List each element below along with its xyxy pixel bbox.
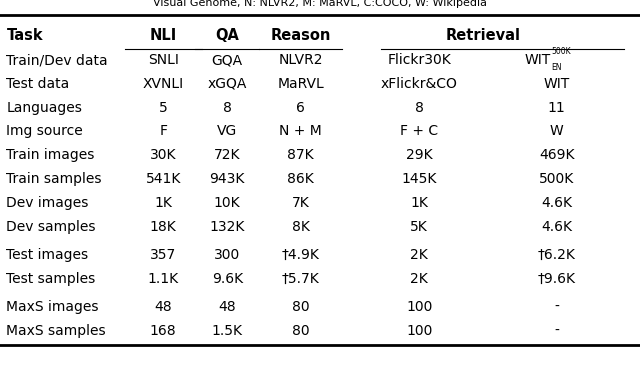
Text: 1K: 1K bbox=[154, 196, 172, 210]
Text: Train/Dev data: Train/Dev data bbox=[6, 53, 108, 67]
Text: Test images: Test images bbox=[6, 248, 88, 262]
Text: 1K: 1K bbox=[410, 196, 428, 210]
Text: F: F bbox=[159, 125, 167, 139]
Text: 8K: 8K bbox=[292, 220, 310, 234]
Text: 100: 100 bbox=[406, 324, 433, 338]
Text: MaxS images: MaxS images bbox=[6, 300, 99, 314]
Text: 86K: 86K bbox=[287, 172, 314, 186]
Text: 6: 6 bbox=[296, 100, 305, 115]
Text: EN: EN bbox=[551, 62, 561, 72]
Text: SNLI: SNLI bbox=[148, 53, 179, 67]
Text: 11: 11 bbox=[548, 100, 566, 115]
Text: 357: 357 bbox=[150, 248, 177, 262]
Text: 87K: 87K bbox=[287, 148, 314, 162]
Text: MaxS samples: MaxS samples bbox=[6, 324, 106, 338]
Text: 469K: 469K bbox=[539, 148, 575, 162]
Text: MaRVL: MaRVL bbox=[277, 77, 324, 91]
Text: 4.6K: 4.6K bbox=[541, 220, 572, 234]
Text: 2K: 2K bbox=[410, 248, 428, 262]
Text: 72K: 72K bbox=[214, 148, 241, 162]
Text: 48: 48 bbox=[154, 300, 172, 314]
Text: Train samples: Train samples bbox=[6, 172, 102, 186]
Text: XVNLI: XVNLI bbox=[143, 77, 184, 91]
Text: 80: 80 bbox=[292, 324, 310, 338]
Text: Flickr30K: Flickr30K bbox=[387, 53, 451, 67]
Text: NLVR2: NLVR2 bbox=[278, 53, 323, 67]
Text: F + C: F + C bbox=[400, 125, 438, 139]
Text: †5.7K: †5.7K bbox=[282, 272, 319, 286]
Text: 300: 300 bbox=[214, 248, 241, 262]
Text: 80: 80 bbox=[292, 300, 310, 314]
Text: 145K: 145K bbox=[401, 172, 437, 186]
Text: 9.6K: 9.6K bbox=[212, 272, 243, 286]
Text: 5: 5 bbox=[159, 100, 168, 115]
Text: 29K: 29K bbox=[406, 148, 433, 162]
Text: Languages: Languages bbox=[6, 100, 83, 115]
Text: 5K: 5K bbox=[410, 220, 428, 234]
Text: Task: Task bbox=[6, 28, 43, 43]
Text: W: W bbox=[550, 125, 564, 139]
Text: Visual Genome, N: NLVR2, M: MaRVL, C:COCO, W: Wikipedia: Visual Genome, N: NLVR2, M: MaRVL, C:COC… bbox=[153, 0, 487, 8]
Text: -: - bbox=[554, 324, 559, 338]
Text: 100: 100 bbox=[406, 300, 433, 314]
Text: Retrieval: Retrieval bbox=[445, 28, 521, 43]
Text: N + M: N + M bbox=[280, 125, 322, 139]
Text: †9.6K: †9.6K bbox=[538, 272, 576, 286]
Text: 500K: 500K bbox=[551, 47, 571, 56]
Text: Dev images: Dev images bbox=[6, 196, 89, 210]
Text: Test data: Test data bbox=[6, 77, 70, 91]
Text: Train images: Train images bbox=[6, 148, 95, 162]
Text: 132K: 132K bbox=[209, 220, 245, 234]
Text: †4.9K: †4.9K bbox=[282, 248, 320, 262]
Text: QA: QA bbox=[215, 28, 239, 43]
Text: 500K: 500K bbox=[539, 172, 575, 186]
Text: Dev samples: Dev samples bbox=[6, 220, 96, 234]
Text: Test samples: Test samples bbox=[6, 272, 95, 286]
Text: GQA: GQA bbox=[212, 53, 243, 67]
Text: 10K: 10K bbox=[214, 196, 241, 210]
Text: 30K: 30K bbox=[150, 148, 177, 162]
Text: xFlickr&CO: xFlickr&CO bbox=[381, 77, 458, 91]
Text: NLI: NLI bbox=[150, 28, 177, 43]
Text: 18K: 18K bbox=[150, 220, 177, 234]
Text: 541K: 541K bbox=[145, 172, 181, 186]
Text: 168: 168 bbox=[150, 324, 177, 338]
Text: 48: 48 bbox=[218, 300, 236, 314]
Text: Img source: Img source bbox=[6, 125, 83, 139]
Text: WIT: WIT bbox=[543, 77, 570, 91]
Text: -: - bbox=[554, 300, 559, 314]
Text: xGQA: xGQA bbox=[207, 77, 247, 91]
Text: 1.5K: 1.5K bbox=[212, 324, 243, 338]
Text: Reason: Reason bbox=[271, 28, 331, 43]
Text: 7K: 7K bbox=[292, 196, 310, 210]
Text: VG: VG bbox=[217, 125, 237, 139]
Text: WIT: WIT bbox=[524, 53, 550, 67]
Text: 8: 8 bbox=[415, 100, 424, 115]
Text: 8: 8 bbox=[223, 100, 232, 115]
Text: 1.1K: 1.1K bbox=[148, 272, 179, 286]
Text: 2K: 2K bbox=[410, 272, 428, 286]
Text: †6.2K: †6.2K bbox=[538, 248, 576, 262]
Text: 4.6K: 4.6K bbox=[541, 196, 572, 210]
Text: 943K: 943K bbox=[209, 172, 245, 186]
